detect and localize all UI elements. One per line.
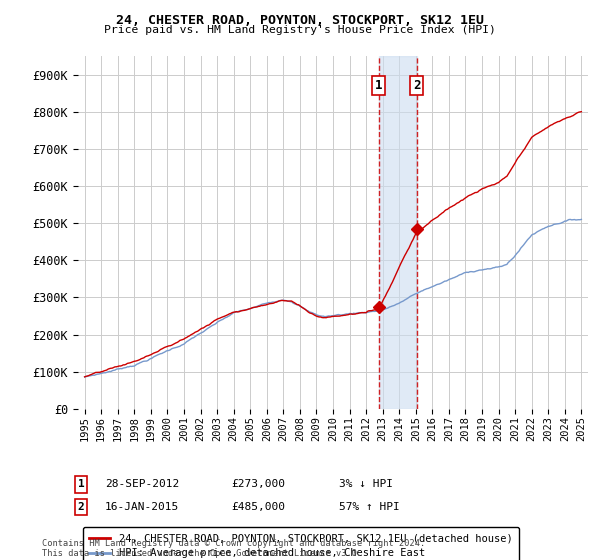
Text: £273,000: £273,000 <box>231 479 285 489</box>
Text: Price paid vs. HM Land Registry's House Price Index (HPI): Price paid vs. HM Land Registry's House … <box>104 25 496 35</box>
Text: 28-SEP-2012: 28-SEP-2012 <box>105 479 179 489</box>
Text: 1: 1 <box>375 79 382 92</box>
Text: 3% ↓ HPI: 3% ↓ HPI <box>339 479 393 489</box>
Legend: 24, CHESTER ROAD, POYNTON, STOCKPORT, SK12 1EU (detached house), HPI: Average pr: 24, CHESTER ROAD, POYNTON, STOCKPORT, SK… <box>83 527 518 560</box>
Text: 57% ↑ HPI: 57% ↑ HPI <box>339 502 400 512</box>
Text: 1: 1 <box>77 479 85 489</box>
Text: £485,000: £485,000 <box>231 502 285 512</box>
Text: 24, CHESTER ROAD, POYNTON, STOCKPORT, SK12 1EU: 24, CHESTER ROAD, POYNTON, STOCKPORT, SK… <box>116 14 484 27</box>
Text: 16-JAN-2015: 16-JAN-2015 <box>105 502 179 512</box>
Text: Contains HM Land Registry data © Crown copyright and database right 2024.
This d: Contains HM Land Registry data © Crown c… <box>42 539 425 558</box>
Text: 2: 2 <box>77 502 85 512</box>
Text: 2: 2 <box>413 79 421 92</box>
Bar <box>379 56 416 409</box>
